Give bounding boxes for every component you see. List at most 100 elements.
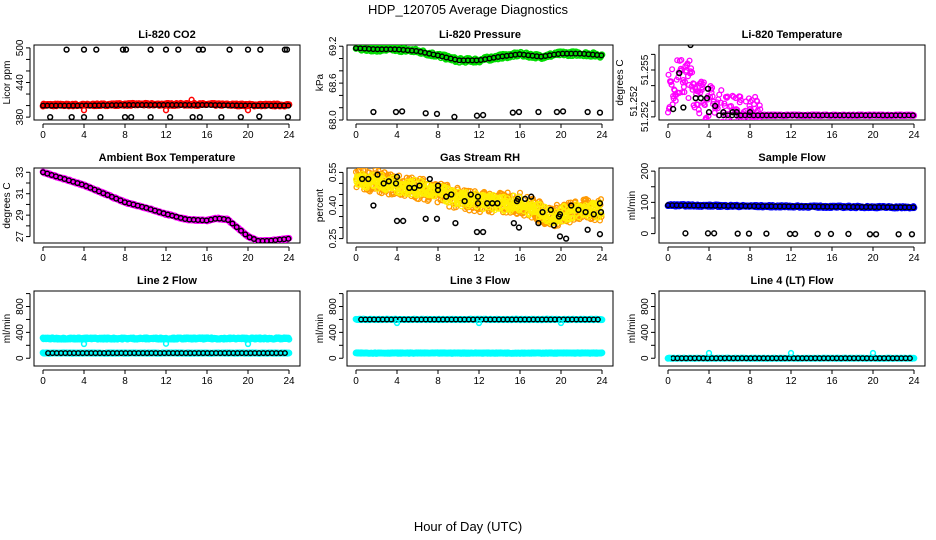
- data-point: [416, 182, 423, 189]
- plot-frame: [346, 44, 614, 121]
- data-point: [756, 129, 761, 134]
- data-point: [672, 97, 679, 104]
- x-tick-label: 4: [81, 253, 87, 264]
- data-point: [676, 69, 683, 77]
- data-point: [597, 208, 605, 216]
- data-point: [80, 113, 88, 120]
- data-point: [431, 193, 438, 200]
- x-tick-label: 12: [785, 130, 797, 141]
- data-point: [814, 230, 821, 238]
- data-point: [737, 93, 744, 100]
- series-temp-black-points: [669, 45, 754, 116]
- data-point: [434, 186, 442, 194]
- data-point: [380, 180, 387, 187]
- data-point: [559, 108, 567, 115]
- data-point: [448, 191, 455, 198]
- data-point: [479, 228, 487, 236]
- data-point: [910, 204, 917, 211]
- data-point: [521, 195, 529, 203]
- y-tick-label: 51.252: [629, 86, 640, 117]
- data-point: [569, 215, 576, 222]
- plot-marks: [664, 201, 918, 238]
- series-pressure-outliers: [370, 108, 604, 120]
- data-point: [729, 127, 734, 132]
- data-point: [872, 231, 880, 238]
- data-point: [510, 192, 517, 199]
- series-co2-red-outliers: [80, 96, 252, 114]
- data-point: [433, 110, 441, 118]
- data-point: [596, 109, 604, 116]
- data-point: [686, 57, 693, 64]
- data-point: [721, 100, 728, 107]
- y-axis-label: ml/min: [627, 191, 638, 220]
- series-sample-trend: [665, 202, 917, 211]
- data-point: [680, 104, 687, 111]
- data-point: [422, 110, 429, 117]
- data-point: [756, 102, 763, 109]
- y-axis-label: Licor ppm: [2, 61, 13, 105]
- x-tick-label: 12: [160, 253, 172, 264]
- plot-frame: [346, 290, 614, 367]
- x-tick-label: 24: [908, 130, 920, 141]
- x-tick-label: 4: [81, 130, 87, 141]
- data-point: [598, 52, 605, 59]
- x-tick-label: 20: [242, 376, 254, 387]
- x-tick-label: 0: [40, 253, 46, 264]
- series-co2-high-outliers: [63, 46, 291, 53]
- data-point: [710, 230, 718, 237]
- x-tick-label: 0: [40, 130, 46, 141]
- data-point: [188, 96, 195, 103]
- data-point: [720, 118, 726, 120]
- data-point: [731, 130, 736, 135]
- data-point: [244, 107, 252, 114]
- data-point: [687, 45, 694, 49]
- plot-frame: [33, 167, 301, 244]
- data-point: [494, 200, 501, 207]
- y-tick-label: 69.2: [328, 36, 339, 56]
- data-point: [445, 199, 452, 206]
- data-point: [674, 57, 681, 64]
- data-point: [473, 228, 481, 236]
- x-tick-label: 8: [122, 253, 128, 264]
- data-point: [63, 46, 70, 53]
- panel-title: Ambient Box Temperature: [99, 152, 236, 164]
- series-rh-black-points: [359, 171, 605, 220]
- data-point: [717, 127, 722, 132]
- data-point: [701, 102, 708, 109]
- data-point: [827, 230, 835, 238]
- panel-title: Li-820 CO2: [138, 29, 195, 41]
- data-point: [746, 109, 754, 116]
- data-point: [689, 69, 696, 76]
- data-point: [392, 180, 400, 187]
- data-point: [514, 195, 522, 203]
- data-point: [866, 231, 874, 238]
- y-tick-label: 0.25: [328, 228, 339, 248]
- data-point: [553, 108, 561, 116]
- data-point: [717, 99, 724, 106]
- data-point: [556, 233, 564, 240]
- data-point: [238, 227, 245, 234]
- y-tick-label: 29: [15, 209, 26, 221]
- data-point: [668, 78, 675, 85]
- data-point: [703, 94, 711, 102]
- data-point: [685, 94, 692, 102]
- x-tick-label: 16: [201, 253, 213, 264]
- series-temp-trend: [716, 112, 916, 119]
- data-point: [739, 131, 744, 136]
- data-point: [791, 230, 799, 238]
- x-tick-label: 12: [473, 130, 485, 141]
- y-tick-label: 33: [15, 166, 26, 178]
- data-point: [705, 109, 713, 116]
- data-point: [402, 190, 409, 197]
- plot-marks: [39, 46, 293, 120]
- data-point: [473, 112, 481, 119]
- x-tick-label: 24: [283, 130, 295, 141]
- data-point: [422, 215, 429, 222]
- data-point: [568, 202, 575, 209]
- x-tick-label: 8: [122, 130, 128, 141]
- data-point: [733, 130, 738, 135]
